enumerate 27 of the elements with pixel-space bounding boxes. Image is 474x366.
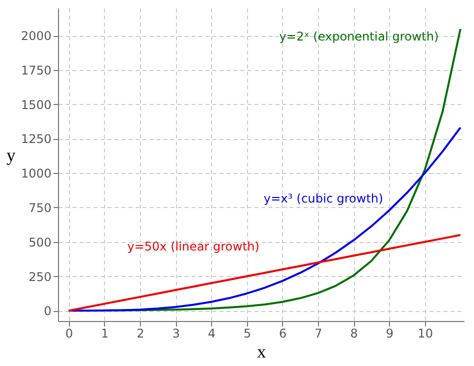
x-tick-label: 9	[386, 326, 394, 340]
y-tick-label: 1000	[20, 166, 52, 181]
series-label: y=2ˣ (exponential growth)	[279, 29, 439, 44]
x-tick-label: 1	[100, 326, 109, 340]
x-tick-label: 4	[208, 326, 216, 340]
line-series	[68, 126, 462, 312]
series-label: y=50x (linear growth)	[127, 240, 260, 254]
y-axis-title: y	[6, 145, 16, 165]
x-tick-label: 2	[136, 326, 144, 340]
y-tick-label: 500	[28, 235, 52, 250]
y-tick-label: 0	[44, 304, 52, 318]
x-tick-label: 8	[350, 326, 358, 340]
x-tick-label: 3	[172, 326, 180, 340]
y-tick-label: 1250	[20, 132, 52, 146]
series-label: y=x³ (cubic growth)	[264, 191, 384, 206]
x-tick-label: 5	[243, 326, 252, 340]
y-tick-label: 750	[28, 200, 52, 215]
x-tick-label: 0	[65, 326, 74, 340]
x-axis-title: x	[257, 342, 266, 362]
x-tick-label: 6	[279, 326, 287, 340]
y-tick-label: 1500	[20, 98, 52, 112]
x-tick-label: 10	[418, 326, 433, 340]
x-tick-label: 7	[314, 326, 322, 340]
y-tick-label: 2000	[20, 29, 52, 44]
y-tick-label: 250	[28, 270, 52, 284]
y-tick-label: 1750	[20, 63, 52, 78]
line-series	[68, 234, 462, 312]
